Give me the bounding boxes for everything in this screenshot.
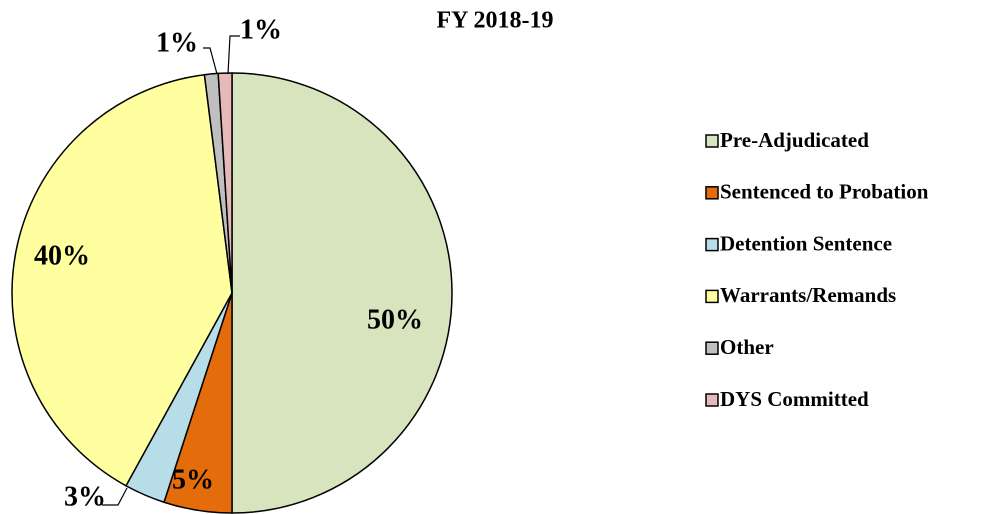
data-label: 40% bbox=[34, 240, 90, 271]
legend-label: Pre-Adjudicated bbox=[720, 128, 869, 152]
legend-label: Sentenced to Probation bbox=[720, 180, 929, 204]
legend-swatch bbox=[705, 341, 719, 355]
pie-slice bbox=[11, 73, 233, 487]
legend-label: DYS Committed bbox=[720, 387, 869, 411]
legend-swatch bbox=[705, 186, 719, 200]
legend-label: Detention Sentence bbox=[720, 231, 892, 255]
legend-swatch bbox=[705, 134, 719, 148]
data-label: 1% bbox=[240, 14, 282, 45]
chart-title: FY 2018-19 bbox=[436, 8, 553, 34]
leader-line bbox=[227, 35, 240, 75]
leader-line bbox=[203, 47, 218, 75]
data-label: 1% bbox=[156, 27, 198, 58]
legend-label: Other bbox=[720, 335, 774, 359]
legend-swatch bbox=[705, 393, 719, 407]
data-label: 3% bbox=[64, 481, 106, 512]
data-label: 50% bbox=[367, 304, 423, 335]
legend-swatch bbox=[705, 289, 719, 304]
pie-slice bbox=[217, 72, 233, 294]
pie bbox=[11, 72, 453, 514]
legend-label: Warrants/Remands bbox=[720, 283, 896, 307]
pie-slice bbox=[231, 72, 453, 514]
legend-swatch bbox=[705, 237, 719, 252]
leader-line bbox=[102, 487, 128, 506]
data-label: 5% bbox=[172, 464, 214, 495]
